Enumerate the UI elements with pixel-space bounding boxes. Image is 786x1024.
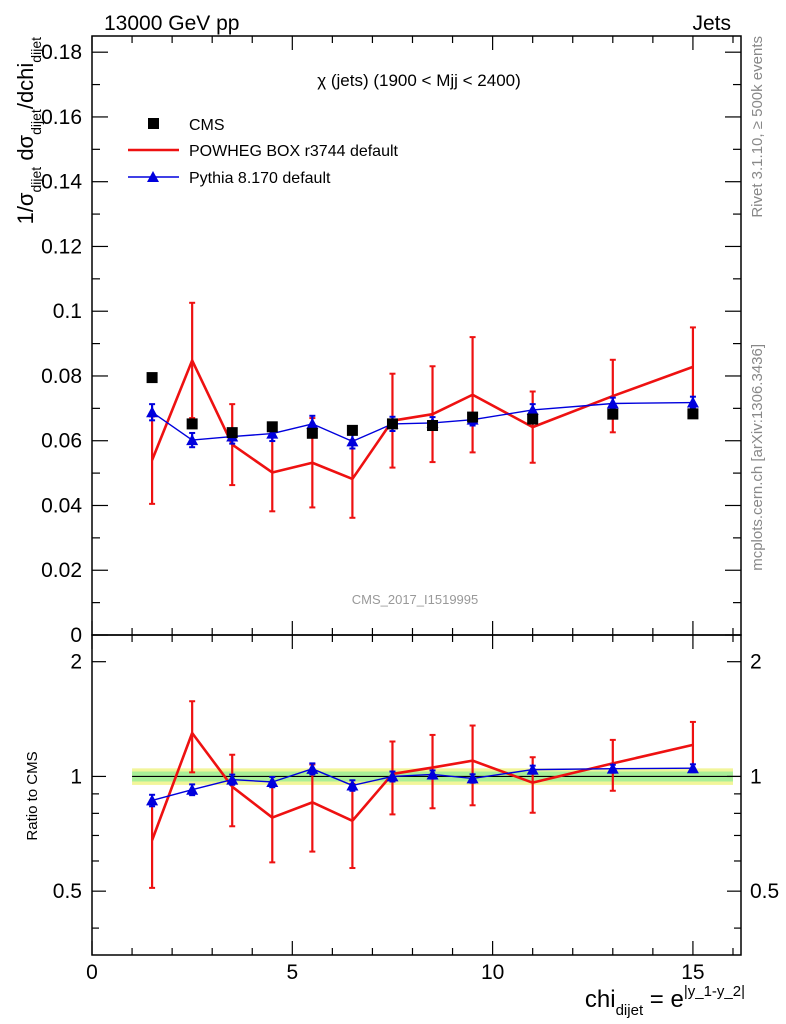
- plot-title: χ (jets) (1900 < Mjj < 2400): [317, 71, 521, 90]
- header-left: 13000 GeV pp: [104, 12, 239, 35]
- y-tick-label: 0.06: [41, 430, 82, 453]
- ratio-y-tick-label: 0.5: [53, 880, 82, 903]
- cms-point: [687, 408, 699, 420]
- ratio-y-tick-label-right: 2: [750, 651, 762, 674]
- pythia-point: [526, 403, 539, 415]
- x-axis-label-part: dijet: [616, 1002, 644, 1019]
- ratio-plot-marks: [146, 700, 699, 889]
- y-tick-label: 0.14: [41, 171, 82, 194]
- cms-point: [386, 418, 398, 430]
- x-axis-label-text: chidijet = e|y_1-y_2|: [585, 983, 745, 1019]
- y-axis-label-part: dσ: [13, 134, 38, 166]
- pythia-point: [686, 396, 699, 408]
- rivet-label: Rivet 3.1.10, ≥ 500k events: [749, 36, 766, 218]
- y-tick-label: 0.18: [41, 41, 82, 64]
- ratio-pythia-line: [151, 767, 693, 802]
- ratio-y-tick-label: 1: [70, 765, 82, 788]
- ratio-pythia-point: [266, 775, 279, 787]
- y-axis-label-part: 1/σ: [13, 192, 38, 224]
- pythia-line: [151, 401, 693, 443]
- ratio-pythia-point: [226, 773, 239, 785]
- y-axis-label-text: 1/σdijet dσdijet/dchidijet: [13, 37, 44, 225]
- tick-labels: 0 5 10 15 0 0.02 0.04 0.06 0.08 0.1 0.12 0.14 0.16 0.…: [41, 41, 779, 984]
- ratio-pythia-point: [306, 762, 319, 774]
- legend-marker-cms: [148, 118, 159, 129]
- cms-point: [306, 427, 318, 439]
- legend: CMS POWHEG BOX r3744 default Pythia 8.170 …: [128, 117, 399, 187]
- axis-ticks: [91, 36, 741, 955]
- x-axis-label-part: chi: [585, 986, 616, 1013]
- cms-point: [346, 424, 358, 436]
- y-axis-label-part: dijet: [28, 109, 44, 135]
- cms-point: [226, 427, 238, 439]
- ratio-y-tick-label: 2: [70, 651, 82, 674]
- ratio-pythia-point: [606, 762, 619, 774]
- y-tick-label: 0.08: [41, 365, 82, 388]
- cms-point: [427, 420, 439, 432]
- x-tick-label: 5: [286, 961, 298, 984]
- pythia-point: [186, 434, 199, 446]
- y-tick-label: 0.1: [53, 300, 82, 323]
- ratio-pythia-point: [386, 770, 399, 782]
- cms-point: [467, 411, 479, 423]
- y-tick-label: 0.12: [41, 235, 82, 258]
- x-axis-label: chidijet = e|y_1-y_2|: [585, 983, 745, 1019]
- x-tick-label: 15: [681, 961, 704, 984]
- cms-point: [146, 372, 158, 384]
- ratio-pythia-point: [466, 772, 479, 784]
- legend-label: Pythia 8.170 default: [189, 170, 331, 187]
- x-axis-label-part: = e: [643, 986, 684, 1013]
- y-tick-label: 0.16: [41, 106, 82, 129]
- ratio-pythia-point: [146, 794, 159, 806]
- y-axis-label-part: /dchi: [13, 63, 38, 109]
- ratio-pythia-point: [426, 768, 439, 780]
- ratio-y-tick-label-right: 0.5: [750, 880, 779, 903]
- pythia-point: [306, 417, 319, 429]
- pythia-point: [266, 427, 279, 439]
- pythia-point: [346, 435, 359, 447]
- y-axis-label-part: dijet: [28, 167, 44, 193]
- legend-label: POWHEG BOX r3744 default: [189, 143, 399, 160]
- ratio-y-tick-label-right: 1: [750, 765, 762, 788]
- header-right: Jets: [692, 12, 731, 35]
- ratio-pythia-point: [346, 779, 359, 791]
- y-axis-label: 1/σdijet dσdijet/dchidijet: [13, 37, 44, 225]
- pythia-point: [606, 397, 619, 409]
- y-tick-label: 0.04: [41, 494, 82, 517]
- plot-frames: [91, 35, 742, 956]
- main-plot-marks: [146, 301, 699, 519]
- cms-point: [186, 418, 198, 430]
- x-tick-label: 0: [86, 961, 98, 984]
- ratio-pythia-point: [526, 763, 539, 775]
- pythia-point: [146, 406, 159, 418]
- ratio-pythia-point: [186, 783, 199, 795]
- cms-point: [266, 421, 278, 433]
- ratio-powheg-line: [150, 731, 694, 841]
- ratio-y-axis-label: Ratio to CMS: [24, 751, 41, 840]
- x-tick-label: 10: [481, 961, 504, 984]
- legend-label: CMS: [189, 117, 225, 134]
- cms-point: [607, 408, 619, 420]
- x-axis-label-part: |y_1-y_2|: [684, 983, 745, 1000]
- ratio-frame: [91, 634, 742, 956]
- powheg-line: [150, 359, 694, 481]
- y-tick-label: 0: [70, 624, 82, 647]
- ratio-pythia-point: [686, 762, 699, 774]
- y-tick-label: 0.02: [41, 559, 82, 582]
- mcplots-label: mcplots.cern.ch [arXiv:1306.3436]: [749, 344, 766, 571]
- watermark: CMS_2017_I1519995: [352, 592, 479, 607]
- y-axis-label-part: dijet: [28, 37, 44, 63]
- cms-point: [527, 413, 539, 425]
- legend-marker-pythia: [147, 171, 159, 182]
